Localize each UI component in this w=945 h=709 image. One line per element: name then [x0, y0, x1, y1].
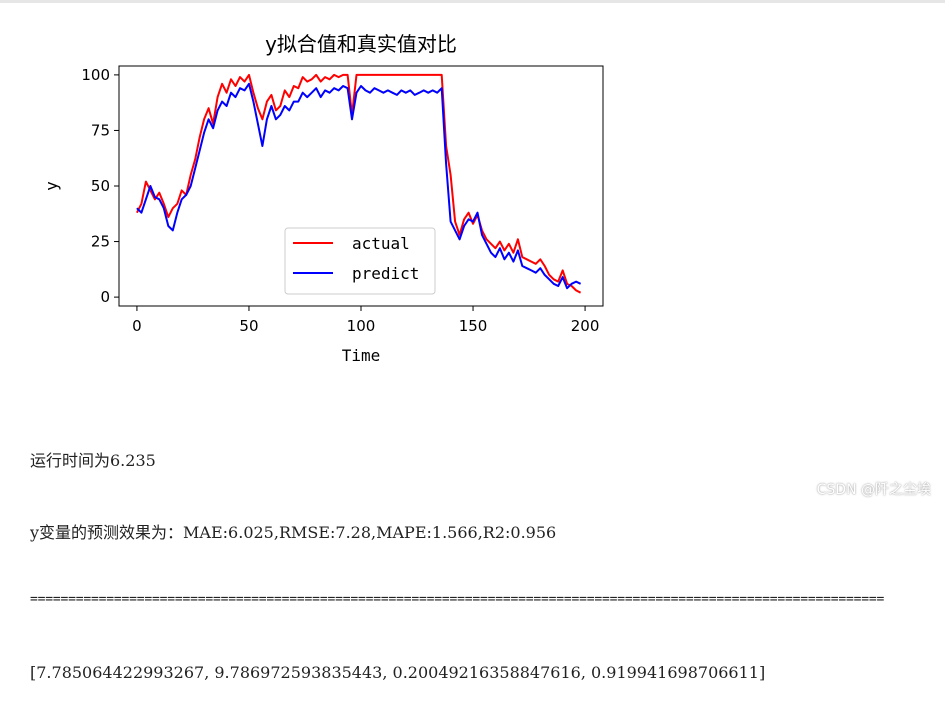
metrics-array-line: [7.785064422993267, 9.786972593835443, 0…: [30, 663, 766, 682]
chart-title: y拟合值和真实值对比: [265, 32, 457, 56]
y-tick-label: 75: [91, 121, 110, 139]
x-tick-label: 50: [239, 317, 258, 335]
separator-line: ========================================…: [30, 593, 885, 607]
x-tick-label: 200: [571, 317, 600, 335]
legend-label-predict: predict: [352, 264, 419, 283]
x-axis: 0 50 100 150 200: [132, 306, 599, 335]
x-tick-label: 150: [459, 317, 488, 335]
console-output: 运行时间为6.235 y变量的预测效果为：MAE:6.025,RMSE:7.28…: [30, 401, 930, 709]
legend-label-actual: actual: [352, 234, 410, 253]
x-tick-label: 100: [347, 317, 376, 335]
series-lines: [136, 73, 582, 294]
y-tick-label: 25: [91, 233, 110, 251]
y-axis-label: y: [42, 181, 61, 191]
metrics-line: y变量的预测效果为：MAE:6.025,RMSE:7.28,MAPE:1.566…: [30, 523, 557, 542]
x-tick-label: 0: [132, 317, 142, 335]
y-tick-label: 0: [100, 288, 110, 306]
y-axis: 0 25 50 75 100: [81, 66, 119, 306]
watermark: CSDN @阡之尘埃: [816, 482, 931, 498]
legend-box: [284, 227, 436, 295]
window-top-border: [0, 0, 945, 3]
runtime-line: 运行时间为6.235: [30, 451, 156, 470]
legend: actual predict: [284, 227, 436, 295]
x-axis-label: Time: [342, 346, 381, 365]
series-line-predict: [136, 82, 582, 290]
y-tick-label: 100: [81, 66, 110, 84]
y-tick-label: 50: [91, 177, 110, 195]
series-line-actual: [136, 73, 582, 294]
